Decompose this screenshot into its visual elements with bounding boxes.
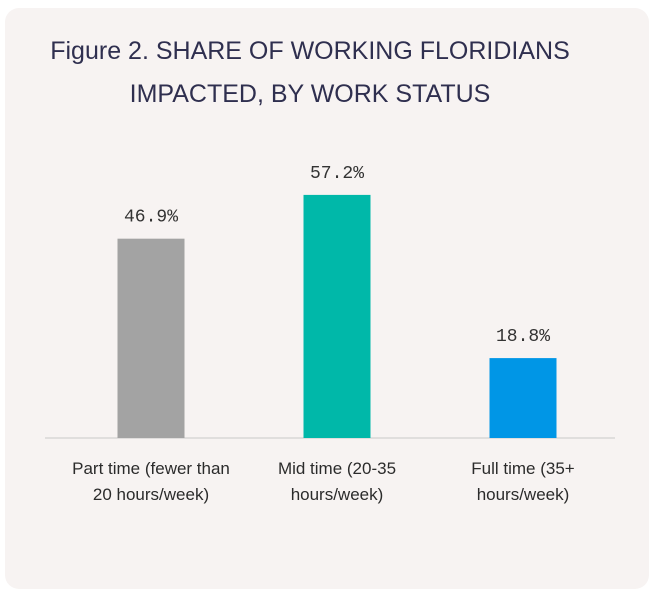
bar — [489, 358, 557, 438]
bar — [303, 194, 371, 438]
x-tick-label: Mid time (20-35 hours/week) — [277, 459, 397, 504]
value-label: 46.9% — [124, 208, 178, 228]
chart-title: Figure 2. SHARE OF WORKING FLORIDIANS IM… — [50, 37, 570, 108]
bar — [117, 238, 185, 438]
x-tick-label: Full time (35+ hours/week) — [471, 459, 575, 504]
x-tick-label: Part time (fewer than 20 hours/week) — [72, 459, 230, 504]
value-label: 57.2% — [310, 164, 364, 184]
value-label: 18.8% — [496, 327, 550, 347]
